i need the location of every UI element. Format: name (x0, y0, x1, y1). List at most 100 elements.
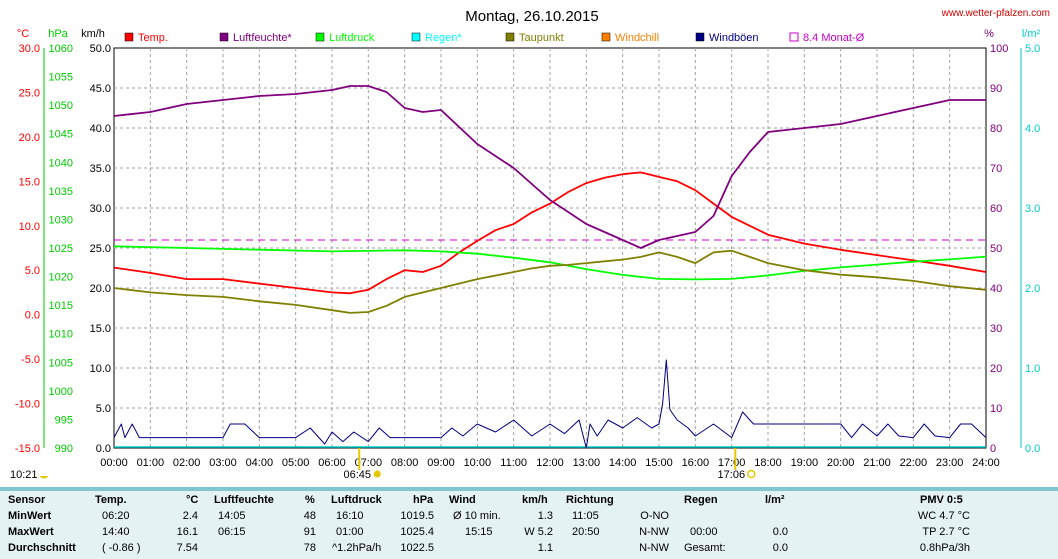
x-tick-label: 18:00 (754, 457, 782, 469)
pressure-tick-label: 990 (55, 443, 73, 455)
wind-tick-label: 10.0 (90, 363, 111, 375)
x-tick-label: 22:00 (900, 457, 928, 469)
pressure-tick-label: 1005 (49, 357, 73, 369)
sunrise-sun-icon (373, 470, 381, 478)
hdr-humidity: Luftfeuchte (214, 494, 274, 506)
moon-icon (40, 476, 48, 479)
wind-tick-label: 5.0 (96, 403, 111, 415)
rain-tick-label: 2.0 (1025, 283, 1040, 295)
wind-label: Ø 10 min. (453, 510, 501, 522)
chart-title: Montag, 26.10.2015 (465, 8, 598, 25)
x-tick-label: 14:00 (609, 457, 637, 469)
hdr-pressure: Luftdruck (331, 494, 382, 506)
wind-tick-label: 20.0 (90, 283, 111, 295)
hdr-pressure-unit: hPa (413, 494, 434, 506)
x-tick-label: 07:00 (355, 457, 383, 469)
pressure-tick-label: 1025 (49, 243, 73, 255)
website-label: www.wetter-pfalzen.com (941, 8, 1050, 19)
series-windb-en-line (113, 359, 987, 449)
legend-swatch (411, 32, 421, 42)
press-time: ^1.2hPa/h (332, 542, 382, 554)
x-tick-label: 08:00 (391, 457, 419, 469)
series-taupunkt-line (113, 249, 987, 314)
x-tick-label: 11:00 (500, 457, 527, 469)
x-tick-label: 05:00 (282, 457, 310, 469)
press-value: 1019.5 (400, 510, 434, 522)
table-top-border (0, 487, 1058, 491)
temp-tick-label: 5.0 (25, 265, 40, 277)
wind-tick-label: 45.0 (90, 83, 111, 95)
temp-axis-unit: °C (17, 28, 29, 40)
wind-tick-label: 30.0 (90, 203, 111, 215)
legend-label: Luftfeuchte* (233, 32, 292, 44)
hdr-temp-unit: °C (186, 494, 199, 506)
pressure-tick-label: 1035 (49, 186, 73, 198)
humidity-axis-unit: % (984, 28, 994, 40)
wind-tick-label: 40.0 (90, 123, 111, 135)
wind-value: 1.1 (537, 542, 553, 554)
pmv-value: TP 2.7 °C (922, 526, 970, 538)
wind-tick-label: 15.0 (90, 323, 111, 335)
pressure-tick-label: 1045 (49, 129, 73, 141)
hdr-sensor: Sensor (8, 494, 46, 506)
humidity-tick-label: 20 (990, 363, 1002, 375)
pmv-value: 0.8hPa/3h (919, 542, 970, 554)
hdr-pmv: PMV 0:5 (920, 494, 963, 506)
series-temp-line (113, 171, 987, 295)
temp-time: ( -0.86 ) (102, 542, 141, 554)
weather-chart: Montag, 26.10.2015 www.wetter-pfalzen.com… (10, 8, 1050, 481)
x-tick-label: 15:00 (645, 457, 673, 469)
pressure-tick-label: 1015 (49, 300, 73, 312)
humidity-tick-label: 0 (990, 443, 996, 455)
x-tick-label: 04:00 (246, 457, 274, 469)
temp-tick-label: -5.0 (21, 354, 40, 366)
wind-tick-label: 0.0 (96, 443, 111, 455)
temp-tick-label: 0.0 (25, 310, 40, 322)
temp-tick-label: 30.0 (19, 43, 40, 55)
x-tick-label: 02:00 (173, 457, 201, 469)
wind-axis-unit: km/h (81, 28, 105, 40)
legend-swatch (315, 32, 325, 42)
legend-label: Temp. (138, 32, 168, 44)
legend-label: Luftdruck (329, 32, 375, 44)
pressure-tick-label: 1010 (49, 329, 73, 341)
x-tick-label: 01:00 (137, 457, 165, 469)
temp-time: 14:40 (102, 526, 130, 538)
pressure-tick-label: 1060 (49, 43, 73, 55)
humidity-tick-label: 10 (990, 403, 1002, 415)
temp-tick-label: -15.0 (15, 443, 40, 455)
sunset-sun-icon (747, 469, 756, 479)
temp-tick-label: 15.0 (19, 176, 40, 188)
press-value: 1022.5 (400, 542, 434, 554)
temp-tick-label: 10.0 (19, 221, 40, 233)
legend-label: 8.4 Monat-Ø (803, 32, 865, 44)
hdr-humidity-unit: % (305, 494, 315, 506)
temp-tick-label: 20.0 (19, 132, 40, 144)
hum-time: 14:05 (218, 510, 246, 522)
temp-value: 16.1 (176, 526, 198, 538)
hum-value: 48 (303, 510, 316, 522)
x-tick-label: 09:00 (427, 457, 455, 469)
dir-value: O-NO (640, 510, 669, 522)
temp-tick-label: -10.0 (15, 399, 40, 411)
x-tick-label: 13:00 (573, 457, 601, 469)
legend-swatch (695, 32, 705, 42)
pressure-tick-label: 1050 (49, 100, 73, 112)
hdr-rain-unit: l/m² (765, 494, 785, 506)
humidity-tick-label: 90 (990, 83, 1002, 95)
pressure-tick-label: 1055 (49, 72, 73, 84)
hdr-wind-unit: km/h (522, 494, 548, 506)
legend-swatch (505, 32, 515, 42)
x-tick-label: 06:00 (318, 457, 346, 469)
humidity-tick-label: 50 (990, 243, 1002, 255)
row-label: MinWert (8, 510, 52, 522)
hum-time: 06:15 (218, 526, 246, 538)
legend-label: Taupunkt (519, 32, 564, 44)
dir-value: N-NW (639, 542, 669, 554)
row-label: Durchschnitt (8, 542, 76, 554)
rain-time: 00:00 (690, 526, 718, 538)
legend-swatch (789, 32, 799, 42)
sunset-label: 17:06 (718, 469, 746, 481)
x-tick-label: 16:00 (682, 457, 710, 469)
humidity-tick-label: 60 (990, 203, 1002, 215)
